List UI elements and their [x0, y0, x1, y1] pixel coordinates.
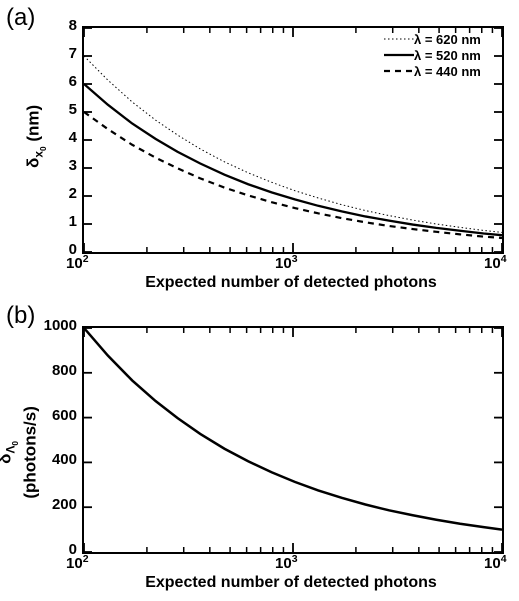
- xtick-label: 102: [66, 253, 89, 272]
- ytick-label: 8: [69, 17, 77, 34]
- panel-b-label: (b): [6, 302, 35, 330]
- ytick-label: 5: [69, 101, 77, 118]
- legend-label-440: λ = 440 nm: [414, 64, 481, 79]
- ytick-label: 200: [52, 496, 77, 513]
- ytick-label: 800: [52, 362, 77, 379]
- panel-a-label: (a): [6, 4, 35, 32]
- ytick-label: 2: [69, 185, 77, 202]
- ytick-label: 6: [69, 73, 77, 90]
- xtick-label: 103: [275, 553, 298, 572]
- ytick-label: 1000: [44, 317, 77, 334]
- panel-a-legend: λ = 620 nm λ = 520 nm λ = 440 nm: [384, 31, 481, 79]
- ytick-label: 400: [52, 451, 77, 468]
- panel-a-xlabel: Expected number of detected photons: [82, 274, 500, 292]
- xtick-label: 102: [66, 553, 89, 572]
- legend-label-620: λ = 620 nm: [414, 32, 481, 47]
- panel-b-plot: [82, 326, 504, 554]
- panel-a-ylabel: δx0 (nm): [24, 96, 49, 176]
- legend-line-icon: [384, 32, 414, 46]
- legend-line-icon: [384, 64, 414, 78]
- panel-b-ylabel: δΛ0 (photons/s): [0, 392, 40, 512]
- legend-label-520: λ = 520 nm: [414, 48, 481, 63]
- legend-row-620: λ = 620 nm: [384, 31, 481, 47]
- panel-b-xlabel: Expected number of detected photons: [82, 574, 500, 592]
- legend-row-440: λ = 440 nm: [384, 63, 481, 79]
- figure: (a) δx0 (nm) Expected number of detected…: [0, 0, 519, 601]
- panel-b-svg: [84, 328, 502, 552]
- xtick-label: 103: [275, 253, 298, 272]
- ytick-label: 600: [52, 407, 77, 424]
- xtick-label: 104: [484, 253, 507, 272]
- legend-row-520: λ = 520 nm: [384, 47, 481, 63]
- ytick-label: 7: [69, 45, 77, 62]
- legend-line-icon: [384, 48, 414, 62]
- xtick-label: 104: [484, 553, 507, 572]
- ytick-label: 1: [69, 213, 77, 230]
- ytick-label: 3: [69, 157, 77, 174]
- ytick-label: 4: [69, 129, 77, 146]
